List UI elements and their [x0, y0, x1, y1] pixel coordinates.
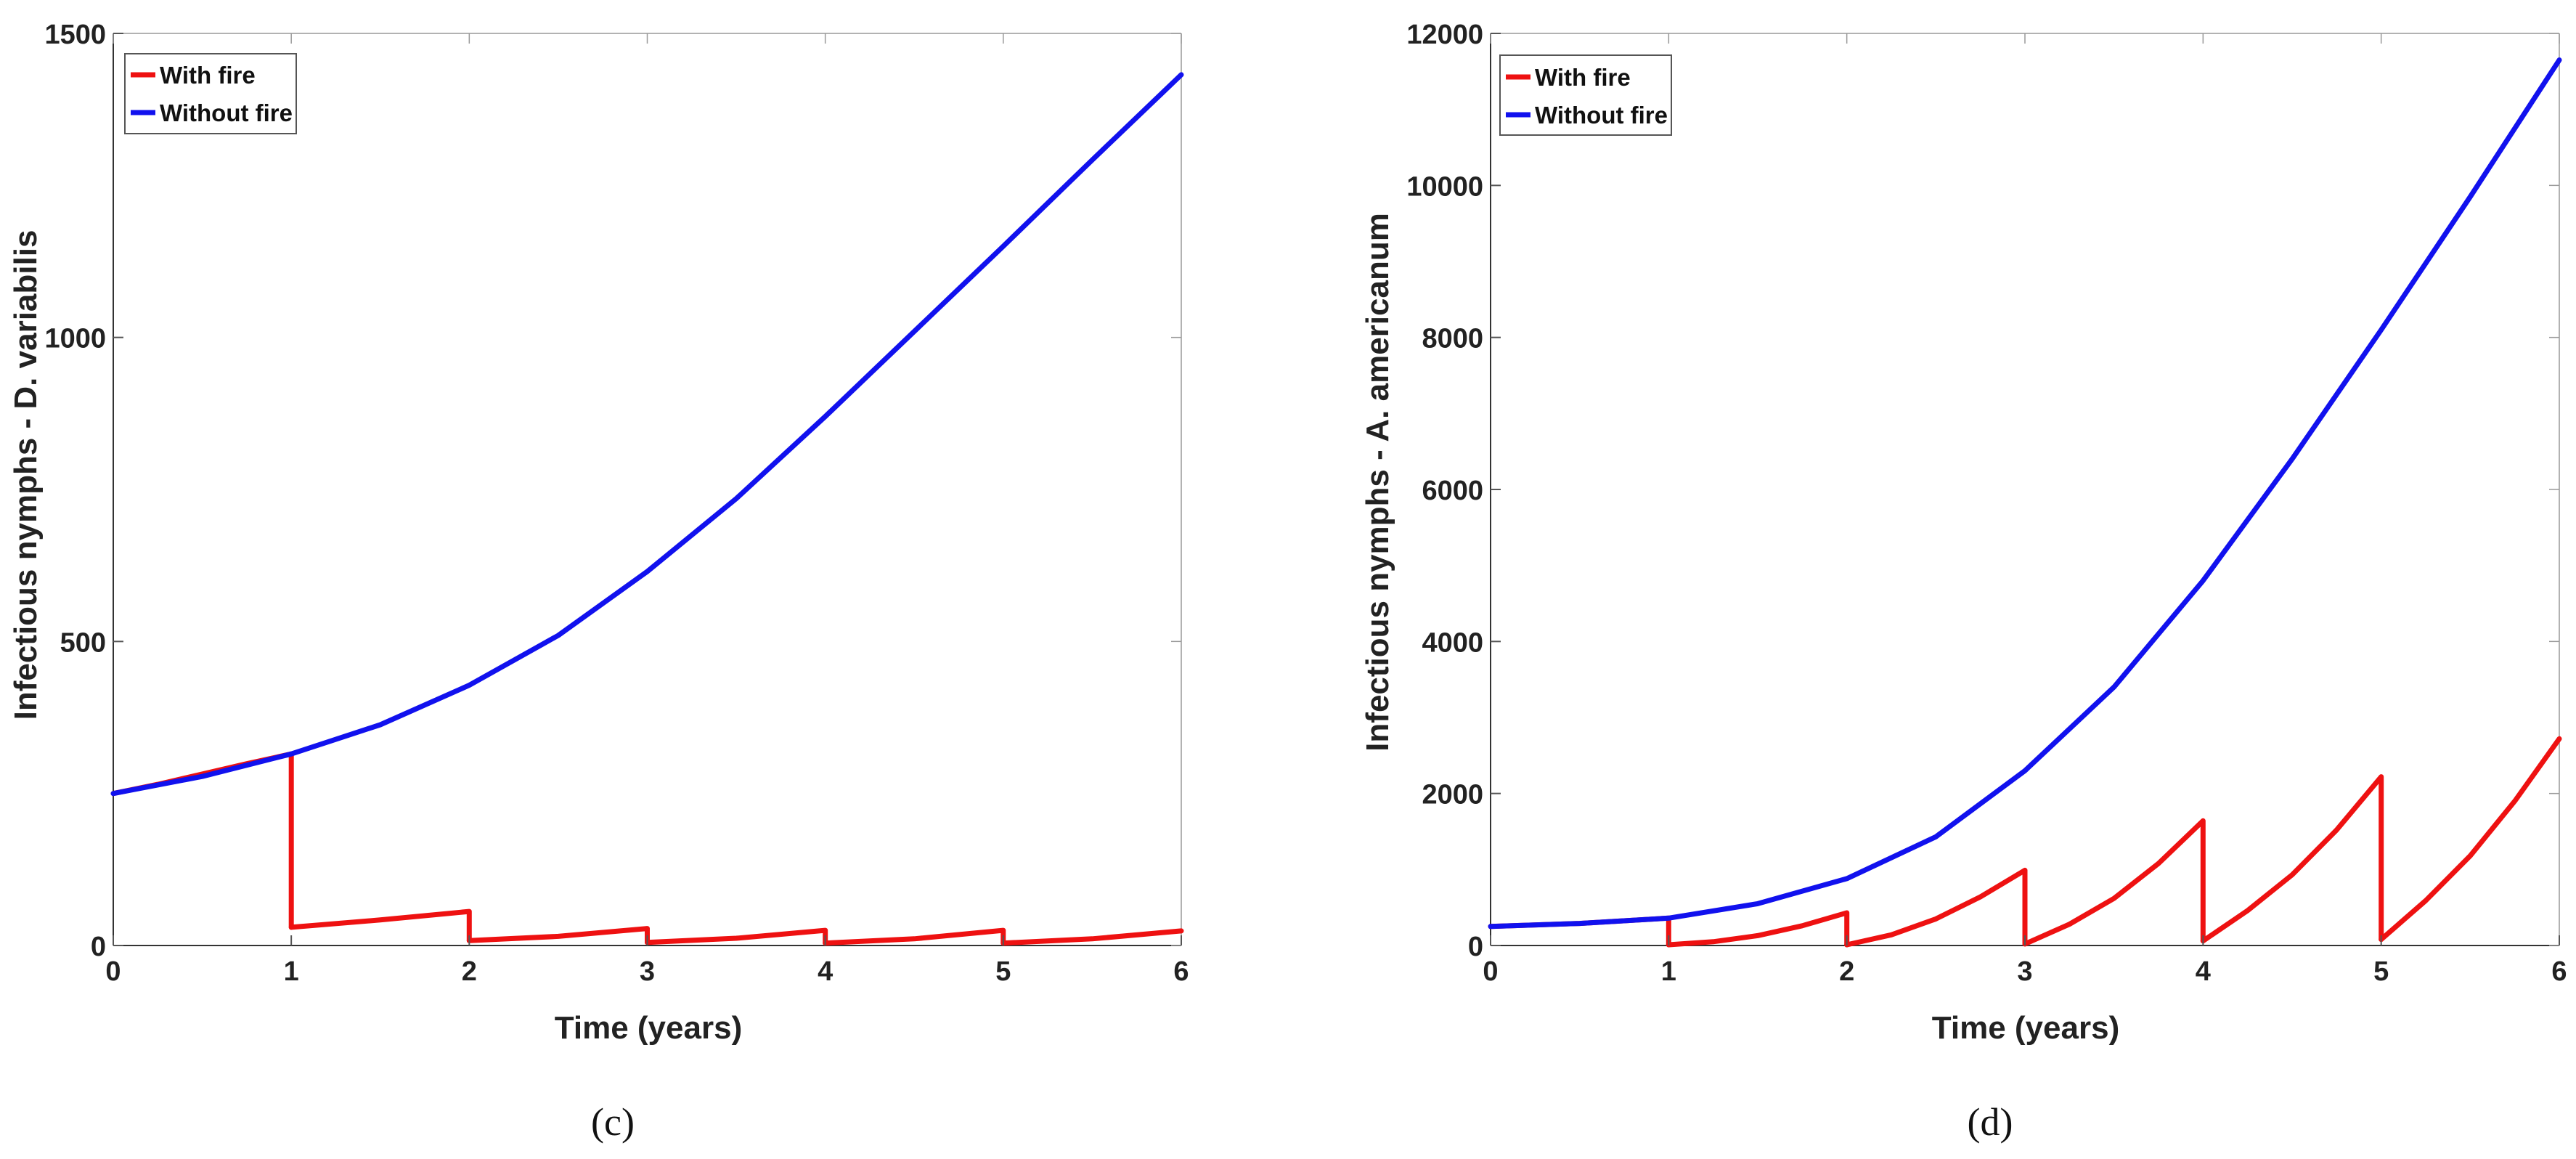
- panel-c-x-axis-label: Time (years): [555, 1010, 742, 1046]
- panel-d-x-tick-label-0: 0: [1483, 956, 1498, 987]
- panel-d-x-tick-label-4: 4: [2196, 956, 2211, 987]
- panel-d-ticks: 0 1 2 3 4 5 6 0 2000 4000 6000 8000 10000 12000: [1406, 20, 2567, 987]
- panel-c-x-tick-label-2: 2: [462, 956, 477, 987]
- panel-c-series: [110, 72, 1184, 946]
- panel-c-ticks: 0 1 2 3 4 5 6 0 500 1000 1500: [44, 20, 1189, 987]
- panel-c-caption: (c): [591, 1100, 635, 1144]
- panel-d-y-tick-label-10000: 10000: [1406, 171, 1483, 202]
- panel-d-x-tick-label-1: 1: [1661, 956, 1676, 987]
- panel-d-series-with-fire-line-1: [1666, 910, 1850, 948]
- panel-d-series-without-fire-line-0: [1488, 57, 2562, 930]
- panel-c-series-with-fire-line-5: [1000, 928, 1184, 946]
- panel-d-y-tick-label-0: 0: [1468, 932, 1483, 962]
- panel-d-series-with-fire-line-3: [2022, 818, 2206, 947]
- panel-c-series-without-fire-line-0: [110, 72, 1184, 797]
- panel-c-series-with-fire-line-1: [288, 908, 472, 943]
- panel-d-series: [1488, 57, 2562, 948]
- panel-d-y-tick-label-4000: 4000: [1422, 627, 1483, 658]
- panel-c-y-tick-label-1000: 1000: [44, 324, 106, 354]
- panel-c-x-tick-label-6: 6: [1173, 956, 1189, 987]
- panel-d: 0 1 2 3 4 5 6 0 2000 4000 6000 8000 10000 12000 Time …: [1360, 20, 2567, 1144]
- panel-d-series-with-fire-line-2: [1844, 867, 2028, 948]
- panel-c-legend-label-with-fire: With fire: [160, 62, 256, 89]
- panel-d-y-tick-label-6000: 6000: [1422, 476, 1483, 506]
- panel-d-series-with-fire-line-4: [2200, 774, 2384, 944]
- panel-d-x-tick-label-3: 3: [2017, 956, 2032, 987]
- panel-d-legend: With fire Without fire: [1499, 54, 1672, 136]
- panel-d-caption: (d): [1968, 1100, 2013, 1144]
- panel-d-y-tick-label-8000: 8000: [1422, 324, 1483, 354]
- panel-d-y-axis-label: Infectious nymphs - A. americanum: [1360, 213, 1395, 752]
- panel-d-legend-label-without-fire: Without fire: [1535, 102, 1668, 129]
- panel-c-legend-box: [124, 53, 297, 134]
- panel-c-legend: With fire Without fire: [124, 53, 297, 134]
- panel-c-x-tick-label-3: 3: [640, 956, 655, 987]
- panel-c-x-tick-label-1: 1: [284, 956, 299, 987]
- panel-d-x-tick-label-6: 6: [2551, 956, 2567, 987]
- panel-c-x-tick-label-4: 4: [818, 956, 833, 987]
- panel-c-y-tick-label-1500: 1500: [44, 20, 106, 50]
- panel-c-y-tick-label-500: 500: [60, 627, 106, 658]
- panel-c-y-axis-label: Infectious nymphs - D. variabilis: [8, 230, 44, 720]
- panel-d-x-tick-label-2: 2: [1839, 956, 1854, 987]
- panel-c: 0 1 2 3 4 5 6 0 500 1000 1500 Time (years) Infecti…: [8, 20, 1189, 1144]
- panel-d-series-with-fire-line-5: [2379, 736, 2562, 943]
- panel-c-y-tick-label-0: 0: [91, 932, 106, 962]
- panel-d-legend-box: [1499, 54, 1672, 136]
- panel-d-x-axis-label: Time (years): [1932, 1010, 2119, 1046]
- panel-c-x-tick-label-5: 5: [995, 956, 1011, 987]
- panel-d-y-tick-label-12000: 12000: [1406, 20, 1483, 50]
- panel-c-legend-label-without-fire: Without fire: [160, 99, 293, 126]
- panel-d-y-tick-label-2000: 2000: [1422, 780, 1483, 810]
- panel-d-legend-label-with-fire: With fire: [1535, 64, 1631, 91]
- panel-d-x-tick-label-5: 5: [2373, 956, 2389, 987]
- panel-c-x-tick-label-0: 0: [105, 956, 121, 987]
